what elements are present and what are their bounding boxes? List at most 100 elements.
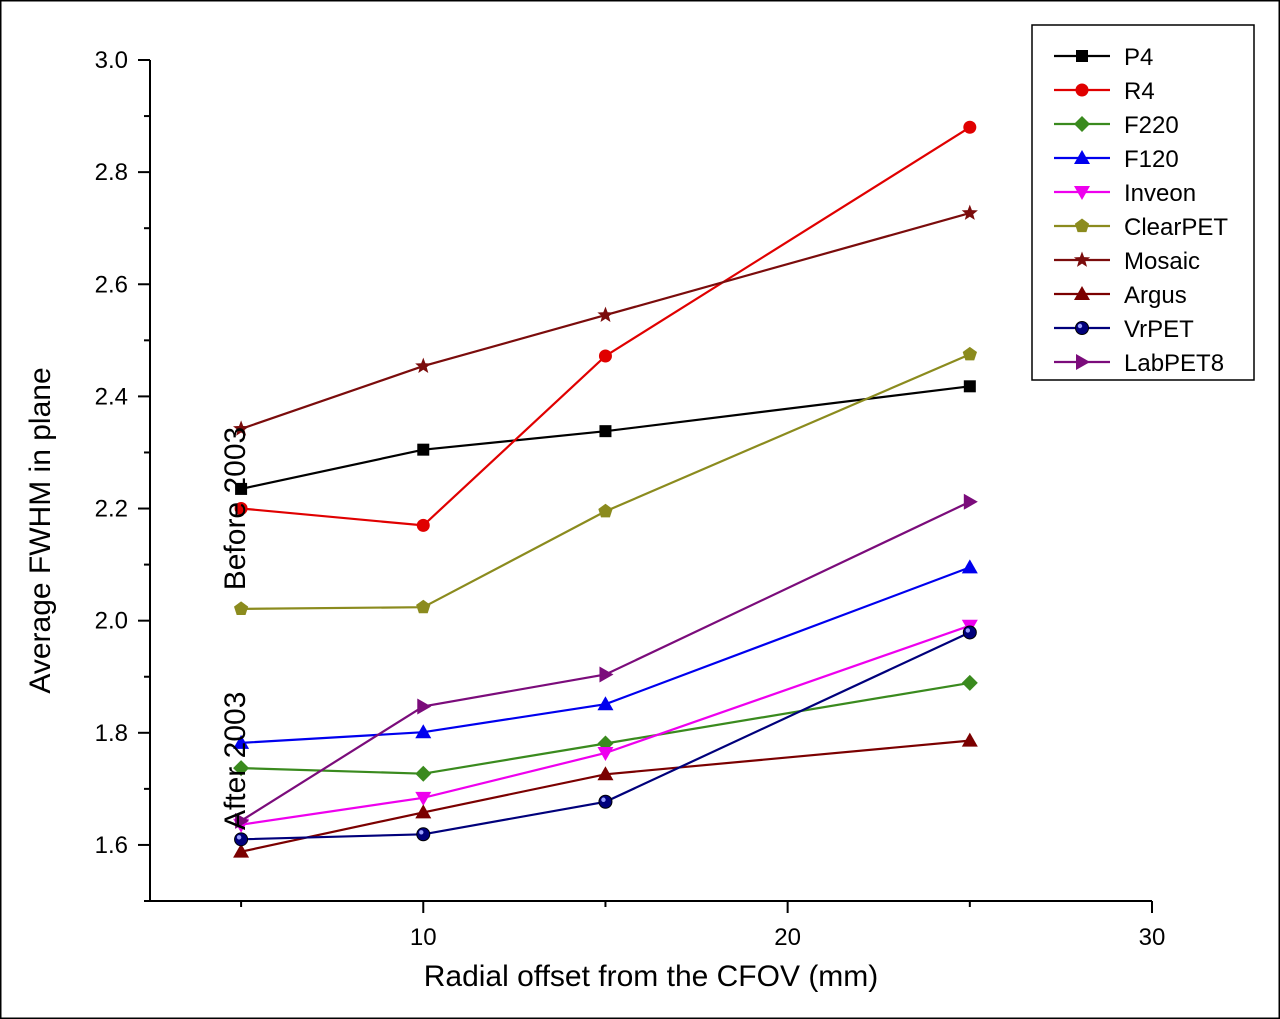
series-labpet8 — [235, 493, 978, 829]
legend-item-r4: R4 — [1054, 78, 1155, 105]
y-tick-label: 2.8 — [95, 159, 128, 186]
data-point-f120 — [961, 559, 978, 574]
legend-label: Argus — [1124, 282, 1187, 309]
data-point-r4 — [234, 502, 248, 516]
data-point-vrpet — [234, 832, 249, 847]
legend-box — [1031, 24, 1255, 381]
series-f120 — [233, 559, 978, 749]
legend-item-f120: F120 — [1054, 146, 1179, 173]
legend-swatch-marker-highlight — [1077, 323, 1083, 329]
series-line-f220 — [241, 681, 970, 775]
data-point-argus — [415, 804, 432, 819]
legend-label: F220 — [1124, 112, 1179, 139]
series-mosaic — [233, 204, 978, 436]
series-line-vrpet — [241, 631, 971, 841]
legend-item-p4: P4 — [1054, 44, 1153, 71]
data-point-f120 — [597, 696, 614, 711]
y-tick-label: 1.6 — [95, 832, 128, 859]
legend-swatch-marker — [1074, 116, 1090, 132]
data-point-p4 — [417, 443, 430, 456]
data-point-argus — [961, 732, 978, 747]
series-line-argus — [240, 739, 970, 853]
data-point-vrpet — [416, 827, 431, 842]
data-point-f220 — [961, 674, 978, 691]
data-point-r4 — [963, 120, 977, 134]
data-point-labpet8 — [235, 812, 250, 829]
y-tick-label: 2.2 — [95, 496, 128, 523]
legend-item-labpet8: LabPET8 — [1054, 350, 1224, 377]
legend-item-f220: F220 — [1054, 112, 1179, 139]
data-point-mosaic — [961, 204, 978, 220]
series-vrpet — [234, 625, 977, 847]
legend-item-argus: Argus — [1054, 282, 1187, 309]
legend-swatch-marker — [1075, 321, 1089, 335]
series-line-mosaic — [240, 212, 971, 430]
data-point-vrpet-highlight — [419, 830, 424, 835]
y-tick-label: 2.0 — [95, 608, 128, 635]
data-point-mosaic — [597, 306, 614, 322]
legend-label: VrPET — [1124, 316, 1194, 343]
series-line-inveon — [240, 624, 971, 826]
data-point-vrpet-highlight — [965, 628, 971, 633]
data-point-f220 — [233, 760, 250, 777]
legend-swatch-marker — [1075, 83, 1089, 97]
annotation-label: Before 2003 — [219, 427, 252, 590]
series-line-labpet8 — [240, 500, 971, 822]
legend-item-clearpet: ClearPET — [1054, 214, 1228, 241]
data-point-inveon — [597, 746, 614, 761]
legend-swatch-marker — [1073, 251, 1091, 267]
y-axis-title: Average FWHM in plane — [24, 367, 57, 693]
axes: 10 20 30 1.6 1.8 2.0 2.2 2.4 2.6 2.8 3.0 — [95, 47, 1166, 951]
legend-swatch-marker — [1074, 218, 1090, 233]
legend: P4 R4 F220 F120 Inveon ClearPET Mosaic Argus VrP… — [1031, 24, 1255, 381]
data-point-p4 — [963, 380, 976, 393]
legend-swatch-marker — [1074, 150, 1090, 164]
legend-label: R4 — [1124, 78, 1155, 105]
data-point-r4 — [598, 349, 612, 363]
data-point-clearpet — [598, 503, 613, 518]
data-point-f120 — [415, 724, 432, 739]
data-point-argus — [233, 843, 250, 858]
x-tick-label: 20 — [774, 924, 801, 951]
legend-swatch-marker — [1076, 354, 1090, 370]
legend-label: ClearPET — [1124, 214, 1228, 241]
data-point-vrpet — [962, 625, 977, 640]
series-layer — [233, 120, 978, 858]
data-point-p4 — [235, 482, 248, 495]
data-point-clearpet — [962, 346, 977, 361]
data-point-labpet8 — [963, 493, 978, 510]
series-f220 — [233, 674, 978, 782]
x-tick-label: 30 — [1139, 924, 1166, 951]
data-point-inveon — [415, 791, 432, 806]
legend-label: LabPET8 — [1124, 350, 1224, 377]
legend-swatch-marker — [1076, 50, 1088, 62]
series-r4 — [234, 120, 977, 532]
y-tick-label: 2.4 — [95, 383, 128, 410]
series-argus — [233, 732, 978, 858]
legend-label: P4 — [1124, 44, 1153, 71]
data-point-vrpet — [598, 794, 613, 809]
legend-label: F120 — [1124, 146, 1179, 173]
legend-item-inveon: Inveon — [1054, 180, 1196, 207]
series-line-clearpet — [241, 353, 971, 610]
data-point-f120 — [233, 734, 250, 749]
legend-label: Mosaic — [1124, 248, 1200, 275]
legend-swatch-marker — [1074, 186, 1090, 200]
data-point-labpet8 — [417, 698, 432, 715]
legend-item-vrpet: VrPET — [1054, 316, 1194, 343]
data-point-clearpet — [416, 599, 431, 614]
data-point-p4 — [599, 425, 612, 438]
annotation-label: After 2003 — [219, 692, 252, 830]
data-point-r4 — [416, 518, 430, 532]
legend-label: Inveon — [1124, 180, 1196, 207]
series-line-f120 — [241, 566, 971, 744]
legend-item-mosaic: Mosaic — [1054, 248, 1200, 275]
y-tick-label: 1.8 — [95, 720, 128, 747]
annotations: Before 2003 After 2003 — [219, 427, 252, 830]
x-tick-label: 10 — [410, 924, 437, 951]
data-point-f220 — [415, 765, 432, 782]
data-point-argus — [597, 766, 614, 781]
data-point-vrpet-highlight — [601, 797, 606, 802]
